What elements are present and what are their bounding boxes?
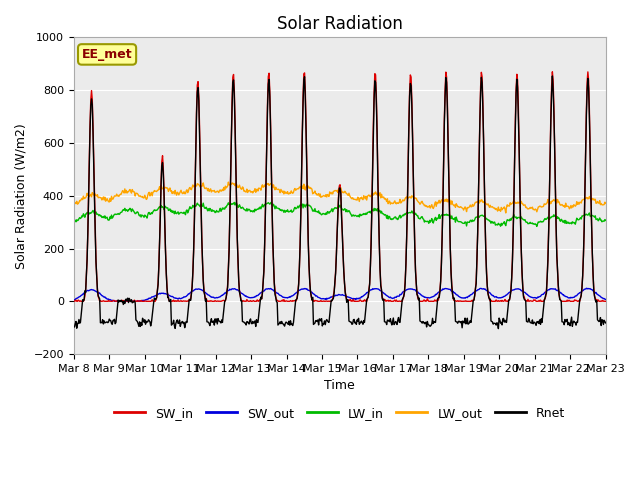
Rnet bbox=[79, 298, 87, 304]
SW_out bbox=[217, 293, 225, 299]
LW_out bbox=[79, 193, 87, 199]
SW_in bbox=[189, 269, 196, 275]
Line: Rnet: Rnet bbox=[74, 76, 605, 329]
SW_out bbox=[582, 286, 590, 291]
Title: Solar Radiation: Solar Radiation bbox=[276, 15, 403, 33]
Rnet bbox=[602, 320, 609, 326]
SW_in bbox=[70, 298, 77, 304]
SW_out bbox=[189, 288, 196, 294]
LW_in bbox=[134, 210, 142, 216]
Legend: SW_in, SW_out, LW_in, LW_out, Rnet: SW_in, SW_out, LW_in, LW_out, Rnet bbox=[109, 402, 570, 424]
LW_out bbox=[420, 203, 428, 209]
LW_out bbox=[134, 192, 142, 197]
Rnet bbox=[134, 321, 142, 326]
SW_in bbox=[405, 120, 413, 126]
LW_out bbox=[502, 210, 509, 216]
LW_in bbox=[602, 217, 609, 223]
Rnet bbox=[216, 319, 224, 325]
LW_in bbox=[79, 211, 87, 216]
SW_out bbox=[70, 297, 77, 302]
LW_out bbox=[216, 187, 224, 193]
SW_out bbox=[111, 299, 118, 304]
LW_in bbox=[188, 204, 196, 210]
SW_in bbox=[217, 299, 225, 304]
LW_out bbox=[405, 194, 413, 200]
SW_out bbox=[405, 286, 413, 292]
Rnet bbox=[548, 73, 556, 79]
LW_in bbox=[420, 219, 428, 225]
Text: EE_met: EE_met bbox=[82, 48, 132, 61]
SW_out bbox=[420, 294, 428, 300]
Line: SW_in: SW_in bbox=[74, 72, 605, 301]
LW_out bbox=[225, 179, 232, 185]
LW_in bbox=[216, 205, 224, 211]
LW_in bbox=[70, 217, 77, 223]
Line: LW_out: LW_out bbox=[74, 182, 605, 213]
SW_out bbox=[602, 297, 609, 302]
SW_out bbox=[135, 298, 143, 304]
SW_in bbox=[602, 299, 609, 304]
Rnet bbox=[420, 319, 428, 325]
Line: LW_in: LW_in bbox=[74, 203, 605, 227]
LW_out bbox=[602, 201, 609, 206]
LW_in bbox=[268, 200, 275, 205]
Rnet bbox=[70, 324, 77, 330]
X-axis label: Time: Time bbox=[324, 379, 355, 392]
LW_in bbox=[533, 224, 541, 229]
SW_in bbox=[548, 69, 556, 75]
SW_in bbox=[70, 299, 78, 304]
Rnet bbox=[188, 284, 196, 289]
Y-axis label: Solar Radiation (W/m2): Solar Radiation (W/m2) bbox=[15, 123, 28, 269]
SW_in bbox=[135, 299, 143, 304]
LW_in bbox=[405, 210, 413, 216]
Rnet bbox=[404, 163, 412, 169]
SW_out bbox=[79, 291, 87, 297]
Rnet bbox=[495, 326, 502, 332]
SW_in bbox=[420, 297, 428, 303]
LW_out bbox=[188, 184, 196, 190]
Line: SW_out: SW_out bbox=[74, 288, 605, 301]
LW_out bbox=[70, 201, 77, 207]
SW_in bbox=[80, 297, 88, 303]
